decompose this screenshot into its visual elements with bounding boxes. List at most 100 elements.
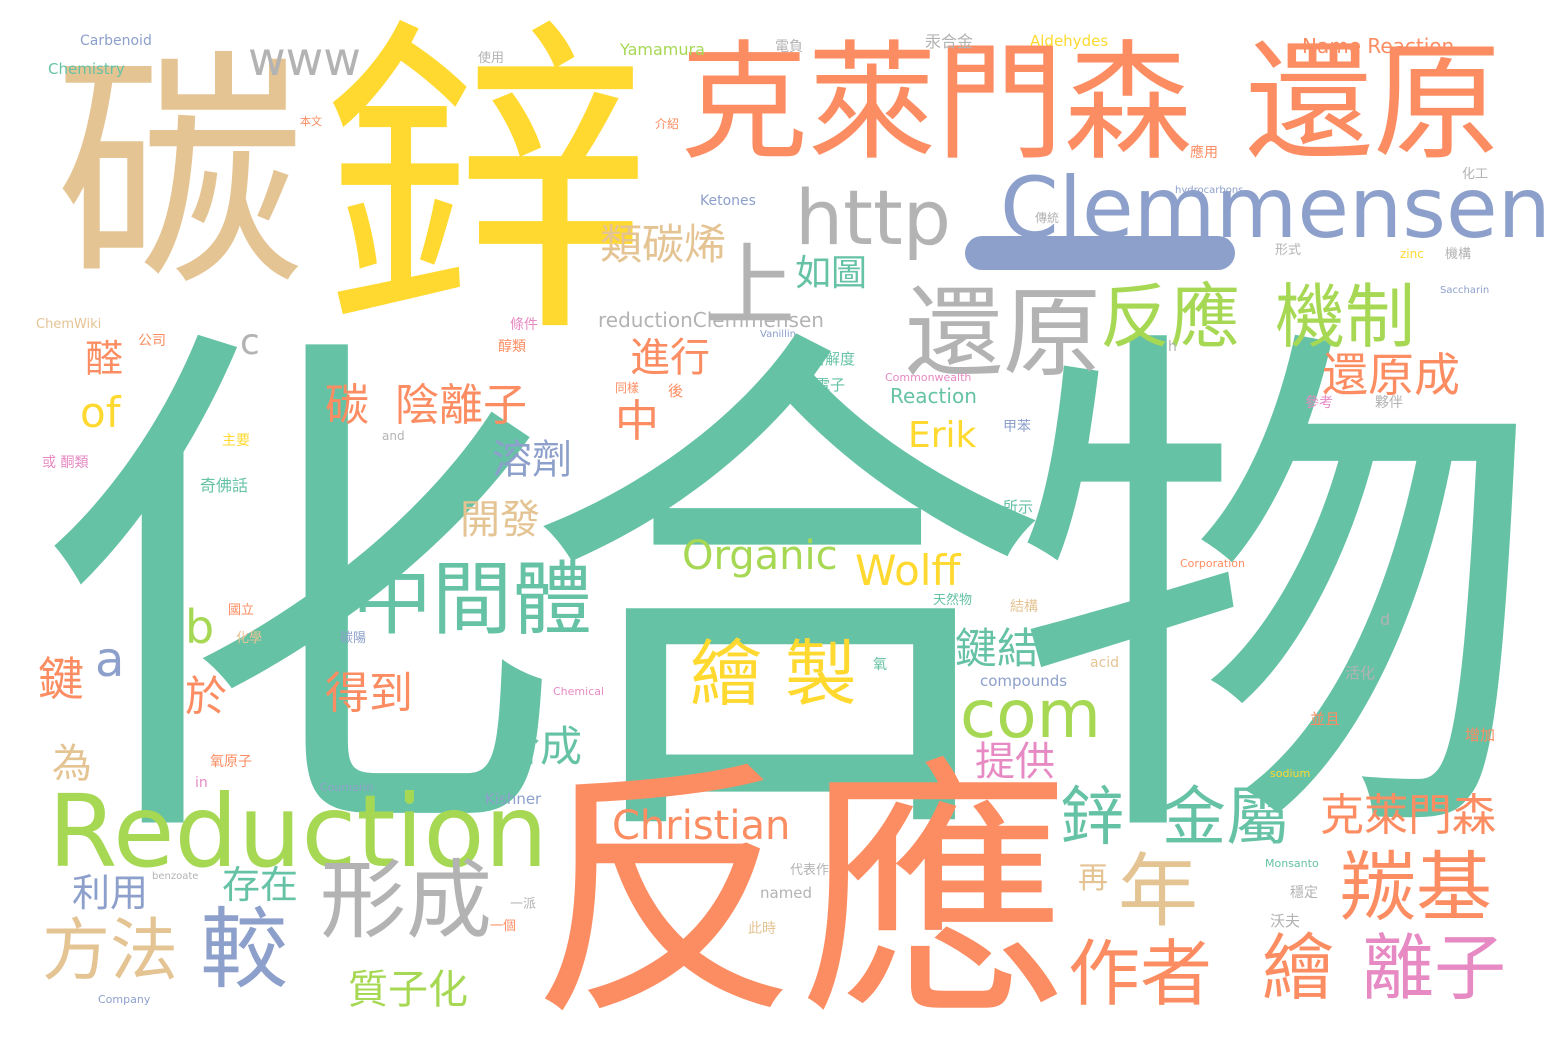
word-acid: acid <box>1090 655 1120 671</box>
word-rutu: 如圖 <box>795 253 868 294</box>
word-sodium: sodium <box>1270 767 1311 780</box>
word-zhiziha: 質子化 <box>348 967 468 1013</box>
word-reductionclem: reductionClemmensen <box>598 308 824 332</box>
dot-mark <box>405 795 414 804</box>
word-wolff: Wolff <box>855 546 961 595</box>
word-www: www <box>248 32 361 86</box>
word-zhongjianti: 中間體 <box>352 553 592 646</box>
word-reduction: Reduction <box>48 773 548 890</box>
word-reaction-small: Reaction <box>890 384 977 408</box>
word-saccharin: Saccharin <box>1440 285 1490 296</box>
word-tigong: 提供 <box>975 739 1055 785</box>
word-huagong: 化工 <box>1462 167 1489 182</box>
word-daibiao: 代表作 <box>790 863 830 878</box>
word-chemwiki: ChemWiki <box>36 317 102 332</box>
word-hecheng: 合成 <box>498 722 583 771</box>
word-shiyong: 使用 <box>478 51 505 66</box>
word-zhong-mid: 中 <box>615 396 659 447</box>
word-tangji: 羰基 <box>1340 843 1492 932</box>
word-com: com <box>960 676 1101 753</box>
word-carbenoid: Carbenoid <box>80 33 152 49</box>
word-kelaimensen: 克萊門森 <box>680 29 1193 178</box>
word-yipai: 一派 <box>510 897 537 912</box>
word-cunzai: 存在 <box>222 863 299 907</box>
word-huohua: 活化 <box>1345 664 1376 682</box>
word-name-reaction: Name Reaction <box>1302 34 1455 58</box>
word-jian: 鍵 <box>38 652 84 706</box>
word-jiaben: 甲苯 <box>1003 419 1031 435</box>
word-cishi: 此時 <box>748 921 776 937</box>
word-kelaimensen-small: 克萊門森 <box>1320 790 1496 841</box>
word-rongji: 溶劑 <box>492 437 572 483</box>
word-fangfa: 方法 <box>42 912 179 991</box>
word-dedao: 得到 <box>325 668 413 719</box>
word-guoli: 國立 <box>228 603 255 618</box>
word-fanying-mid: 反應 <box>1100 276 1240 358</box>
word-jiegou: 結構 <box>1010 599 1038 615</box>
word-liyong: 利用 <box>72 871 149 915</box>
word-christian: Christian <box>612 803 791 849</box>
word-quan: 醛 <box>85 337 124 381</box>
word-h: h <box>1168 339 1177 355</box>
word-rongjiedu: 溶解度 <box>810 350 856 368</box>
word-yingyong: 應用 <box>1190 145 1218 161</box>
word-wending: 穩定 <box>1290 885 1318 901</box>
word-houzhe: 後 <box>668 382 684 400</box>
word-xingcheng: 形成 <box>320 851 492 951</box>
word-aldehydes: Aldehydes <box>1030 32 1109 50</box>
word-huizhi: 繪 製 <box>690 632 857 716</box>
word-vanillin: Vanillin <box>760 329 796 340</box>
word-nian: 年 <box>1118 845 1198 938</box>
word-monsanto: Monsanto <box>1265 857 1319 870</box>
word-commonwealth: Commonwealth <box>885 371 972 384</box>
word-huanyuancheng: 還原成 <box>1322 348 1460 402</box>
word-yinlizi: 陰離子 <box>395 380 527 431</box>
word-shang: 上 <box>705 234 795 339</box>
dash-mark <box>965 236 1235 270</box>
word-named: named <box>760 884 813 902</box>
word-jizhi: 機制 <box>1275 276 1415 358</box>
word-b: b <box>185 600 215 654</box>
word-chunlei: 醇類 <box>498 339 526 355</box>
word-fanying-big: 反應 <box>530 737 1070 1052</box>
word-a: a <box>95 632 125 688</box>
word-bingqie: 並且 <box>1310 710 1341 728</box>
word-http: http <box>795 173 952 262</box>
word-organic: Organic <box>682 533 838 579</box>
word-corporation: Corporation <box>1180 557 1245 570</box>
word-compounds: compounds <box>980 672 1068 690</box>
word-coumarin: Coumarin <box>320 781 374 794</box>
word-canzhao: 參考 <box>1305 395 1333 411</box>
word-zai: 再 <box>1078 861 1108 896</box>
word-chemical: Chemical <box>553 685 605 698</box>
word-jianjie: 鍵結 <box>955 624 1040 673</box>
word-lizi: 離子 <box>1362 926 1507 1010</box>
word-of: of <box>80 388 121 437</box>
word-c: c <box>240 322 260 363</box>
word-tiaojian: 條件 <box>510 317 538 333</box>
word-weijing: 傳統 <box>1035 211 1060 225</box>
word-zengjia: 增加 <box>1465 726 1496 744</box>
word-and: and <box>382 429 405 443</box>
word-tianranwu: 天然物 <box>933 593 973 608</box>
word-xingshi: 形式 <box>1275 243 1302 258</box>
word-jinxing: 進行 <box>630 335 710 381</box>
word-kaifa: 開發 <box>460 497 540 543</box>
word-dianzi: 電子 <box>815 376 846 394</box>
word-leitanxi: 類碳烯 <box>600 220 727 269</box>
word-d: d <box>1380 610 1391 629</box>
word-xin: 鋅 <box>320 0 650 377</box>
word-suoshi: 所示 <box>1003 498 1034 516</box>
word-yu: 於 <box>185 672 228 721</box>
word-kishner: Kishner <box>485 790 542 808</box>
word-tongxu: 同樣 <box>615 381 640 395</box>
word-yamamura: Yamamura <box>620 40 705 59</box>
word-zhuyao: 主要 <box>222 433 250 449</box>
word-huaxue: 化學 <box>236 631 263 646</box>
word-wofu: 沃夫 <box>1270 912 1301 930</box>
word-jinshu: 金屬 <box>1162 781 1290 855</box>
word-wei: 為 <box>52 741 92 787</box>
word-ketones: Ketones <box>700 193 756 209</box>
word-company: Company <box>98 993 151 1006</box>
